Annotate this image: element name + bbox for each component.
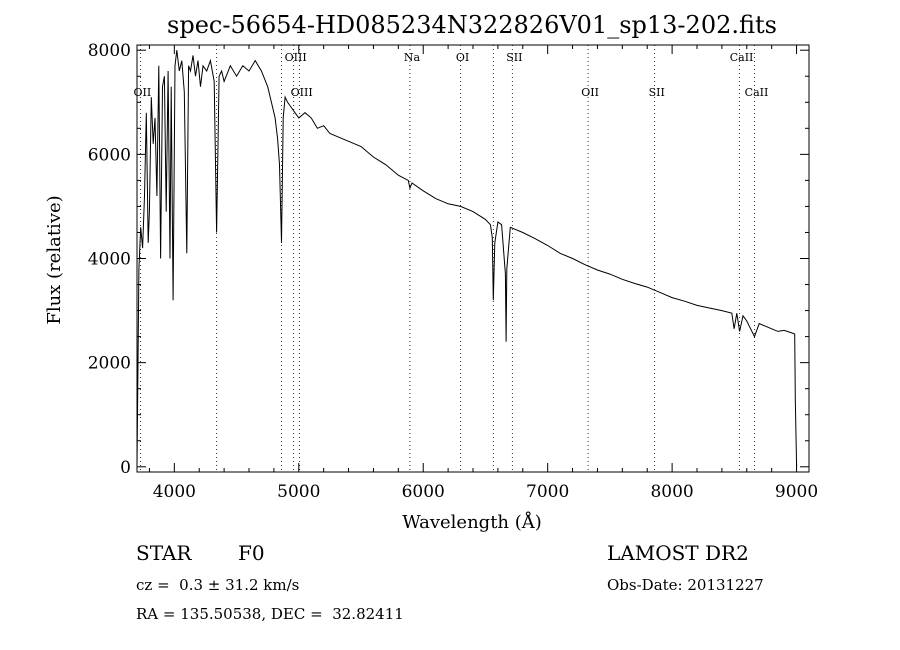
observation-date: Obs-Date: 20131227 xyxy=(607,576,764,594)
coordinates-readout: RA = 135.50538, DEC = 32.82411 xyxy=(136,605,404,623)
line-label: OIII xyxy=(291,86,313,99)
line-label: OII xyxy=(581,86,599,99)
line-label: CaII xyxy=(745,86,769,99)
line-label: OII xyxy=(134,86,152,99)
y-tick-label: 4000 xyxy=(88,250,131,270)
line-label: SII xyxy=(649,86,665,99)
y-axis-label: Flux (relative) xyxy=(44,195,65,324)
spectrum-line xyxy=(136,50,798,467)
y-tick-label: 6000 xyxy=(88,145,131,165)
y-tick-label: 2000 xyxy=(88,354,131,374)
x-tick-label: 9000 xyxy=(775,482,818,502)
plot-frame xyxy=(136,44,810,473)
x-tick-label: 8000 xyxy=(650,482,693,502)
line-label: CaII xyxy=(730,51,754,64)
x-tick-label: 5000 xyxy=(277,482,320,502)
x-tick-label: 4000 xyxy=(153,482,196,502)
x-tick-label: 6000 xyxy=(402,482,445,502)
survey-name: LAMOST DR2 xyxy=(607,541,749,565)
redshift-readout: cz = 0.3 ± 31.2 km/s xyxy=(136,576,300,594)
line-label: SII xyxy=(506,51,522,64)
chart-title: spec-56654-HD085234N322826V01_sp13-202.f… xyxy=(167,11,777,39)
line-label: OIII xyxy=(285,51,307,64)
x-axis-label: Wavelength (Å) xyxy=(402,511,542,533)
object-subclass: F0 xyxy=(238,541,265,565)
y-tick-label: 8000 xyxy=(88,41,131,61)
object-class: STAR xyxy=(136,541,192,565)
y-tick-label: 0 xyxy=(120,458,131,478)
line-label: Na xyxy=(404,51,421,64)
x-tick-label: 7000 xyxy=(526,482,569,502)
line-label: OI xyxy=(456,51,469,64)
